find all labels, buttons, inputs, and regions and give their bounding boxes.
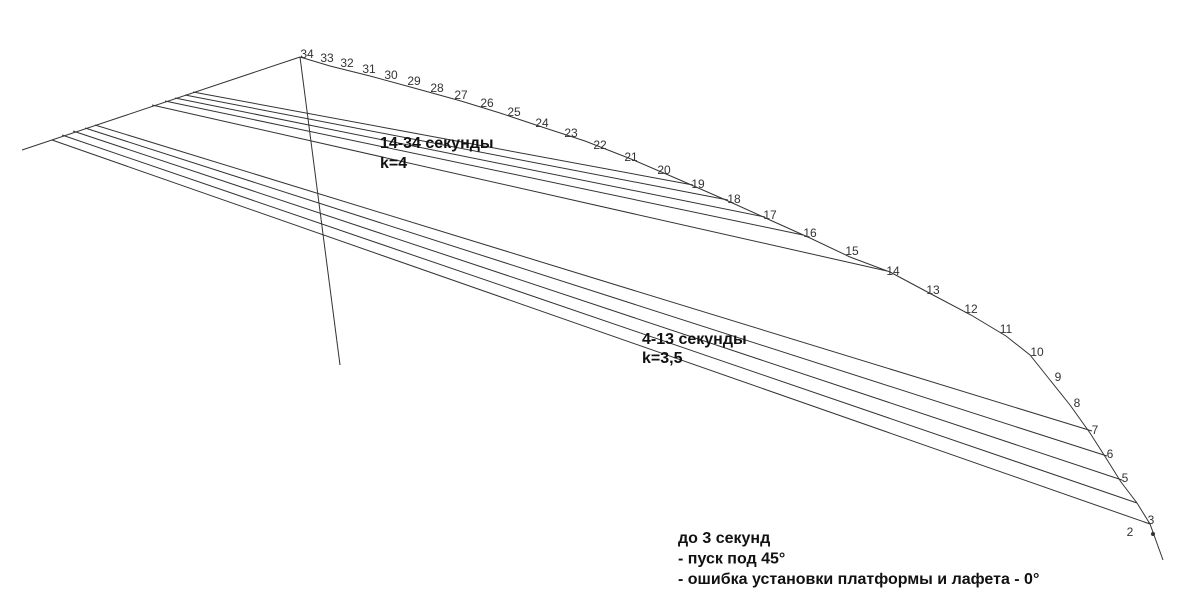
annotation-line: k=4 [380, 155, 407, 172]
annotation-line: k=3,5 [642, 350, 683, 367]
point-label: 22 [593, 138, 607, 152]
point-label: 18 [727, 192, 741, 206]
ray [184, 94, 729, 201]
point-label: 8 [1074, 396, 1081, 410]
launch-line [21, 56, 301, 151]
point-label: 24 [535, 116, 549, 130]
point-label: 17 [763, 208, 777, 222]
point-label: 11 [1000, 322, 1013, 336]
point-label: 26 [480, 96, 494, 110]
annotation-line: - пуск под 45° [678, 551, 785, 568]
ray [72, 130, 1123, 481]
point-label: 25 [507, 105, 521, 119]
point-label: 3 [1148, 513, 1155, 527]
point-label: 15 [845, 244, 859, 258]
ray [192, 91, 694, 186]
ray [174, 97, 766, 218]
point-label: 29 [407, 74, 421, 88]
point-label: 12 [964, 302, 978, 316]
annotation-line: до 3 секунд [678, 530, 770, 547]
point-label: 32 [340, 56, 354, 70]
point-label: 9 [1055, 370, 1062, 384]
ray [164, 100, 804, 236]
upper-bundle [151, 91, 888, 272]
point-label: 33 [320, 51, 334, 65]
point-label: 16 [803, 226, 817, 240]
point-label: 23 [564, 126, 578, 140]
point-label: 27 [454, 88, 468, 102]
ray [51, 139, 1151, 525]
point-label: 31 [362, 62, 376, 76]
point-label: 13 [926, 283, 940, 297]
ray [94, 124, 1093, 432]
point-label: 14 [886, 264, 900, 278]
annotation-line: 14-34 секунды [380, 135, 494, 152]
point-label: 19 [691, 177, 705, 191]
ray [84, 127, 1108, 457]
point-label: 28 [430, 81, 444, 95]
point-label: 30 [384, 68, 398, 82]
point-label: 10 [1030, 345, 1044, 359]
point-label: 5 [1122, 471, 1129, 485]
point-label: 20 [657, 163, 671, 177]
ray [151, 104, 888, 272]
trajectory [299, 56, 1164, 561]
annotation-line: - ошибка установки платформы и лафета - … [678, 571, 1039, 588]
start-point [1151, 532, 1155, 536]
point-label: 2 [1127, 525, 1134, 539]
point-label: 6 [1107, 447, 1114, 461]
vertical-line [299, 56, 341, 366]
lower-bundle [51, 124, 1151, 525]
point-label: 21 [624, 150, 638, 164]
point-label: 34 [300, 47, 314, 61]
point-label: 7 [1092, 423, 1099, 437]
ray [61, 134, 1138, 504]
annotation-line: 4-13 секунды [642, 331, 747, 348]
